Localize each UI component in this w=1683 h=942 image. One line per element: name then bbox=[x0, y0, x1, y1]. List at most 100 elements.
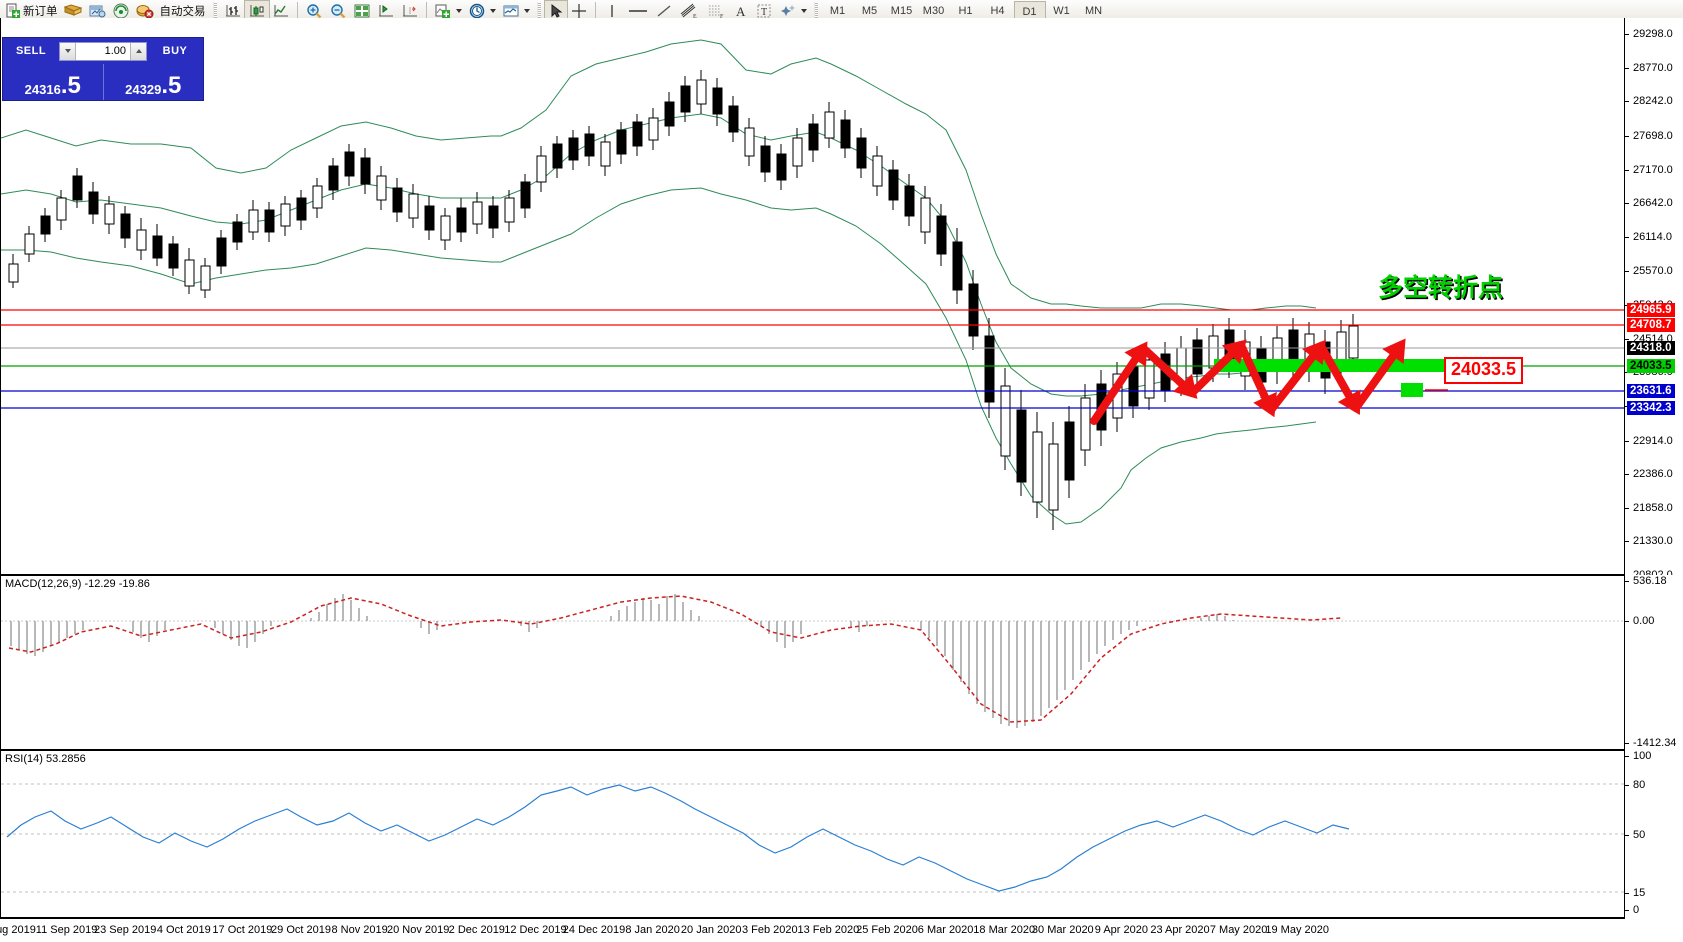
alert-button[interactable] bbox=[133, 1, 157, 21]
price-level-badge[interactable]: 23342.3 bbox=[1627, 401, 1675, 415]
shift-button[interactable] bbox=[374, 1, 398, 21]
text-button[interactable]: A bbox=[730, 1, 752, 21]
template-button[interactable] bbox=[85, 1, 109, 21]
price-level-badge[interactable]: 24318.0 bbox=[1627, 341, 1675, 355]
hline-button[interactable] bbox=[624, 1, 652, 21]
svg-text:T: T bbox=[761, 7, 767, 18]
timeframe-h4[interactable]: H4 bbox=[990, 4, 1005, 17]
price-level-badge[interactable]: 24708.7 bbox=[1627, 318, 1675, 332]
new-order-label: 新订单 bbox=[23, 5, 58, 18]
rsi-tick: 50 bbox=[1625, 829, 1645, 841]
equidistant-channel-button[interactable]: E bbox=[676, 1, 704, 21]
candlestick-button[interactable] bbox=[243, 0, 270, 22]
zoom-out-button[interactable] bbox=[326, 1, 350, 21]
oct-top-row: SELL 1.00 BUY bbox=[3, 38, 203, 64]
time-axis-label: 29 Oct 2019 bbox=[271, 924, 331, 936]
timeframe-h1[interactable]: H1 bbox=[958, 4, 973, 17]
chevron-down-icon bbox=[64, 49, 71, 53]
timeframe-m30[interactable]: M30 bbox=[922, 4, 945, 17]
volume-input[interactable]: 1.00 bbox=[104, 45, 126, 57]
line-chart-icon bbox=[273, 4, 288, 16]
time-axis-label: 8 Nov 2019 bbox=[331, 924, 388, 936]
price-level-badge[interactable]: 24965.9 bbox=[1627, 303, 1675, 317]
price-scale-rsi[interactable]: 100 80 50 15 0 bbox=[1625, 750, 1683, 918]
price-chart-pane[interactable] bbox=[0, 18, 1625, 575]
volume-increment-button[interactable] bbox=[130, 42, 146, 60]
trendline-button[interactable] bbox=[652, 1, 676, 21]
time-axis-label: 25 Feb 2020 bbox=[856, 924, 918, 936]
rsi-pane[interactable]: RSI(14) 53.2856 bbox=[0, 750, 1625, 918]
timeframe-m5[interactable]: M5 bbox=[861, 4, 878, 17]
templates-caret-icon[interactable] bbox=[523, 8, 530, 13]
one-click-trading-panel[interactable]: SELL 1.00 BUY 24316 .5 24329 .5 bbox=[2, 37, 204, 101]
timeframe-mn[interactable]: MN bbox=[1084, 4, 1103, 17]
fibonacci-button[interactable]: F bbox=[704, 1, 730, 21]
timeframe-m1[interactable]: M1 bbox=[829, 4, 846, 17]
toolbar-grip[interactable] bbox=[212, 1, 217, 20]
macd-pane[interactable]: MACD(12,26,9) -12.29 -19.86 bbox=[0, 575, 1625, 750]
time-axis-label: 13 Feb 2020 bbox=[797, 924, 860, 936]
indicators-button[interactable] bbox=[431, 1, 465, 21]
price-scale-main[interactable]: 29298.0 28770.0 28242.0 27698.0 27170.0 26642… bbox=[1625, 18, 1683, 581]
price-level-badge[interactable]: 23631.6 bbox=[1627, 384, 1675, 398]
network-button[interactable] bbox=[109, 1, 133, 21]
volume-stepper[interactable]: 1.00 bbox=[59, 41, 147, 61]
hline-icon bbox=[628, 9, 647, 12]
trendline-icon bbox=[657, 4, 670, 17]
rsi-line bbox=[6, 784, 1350, 892]
cursor-button[interactable] bbox=[543, 0, 568, 22]
price-tick: 21858.0 bbox=[1625, 502, 1673, 514]
sell-button[interactable]: SELL bbox=[15, 45, 47, 57]
volume-decrement-button[interactable] bbox=[60, 42, 76, 60]
rsi-label: RSI(14) 53.2856 bbox=[5, 753, 86, 765]
new-order-button[interactable]: 新订单 bbox=[2, 1, 61, 21]
label-button[interactable]: T bbox=[752, 1, 776, 21]
timeframe-d1[interactable]: D1 bbox=[1013, 0, 1046, 21]
time-axis-label: 18 Mar 2020 bbox=[973, 924, 1036, 936]
chevron-up-icon bbox=[135, 49, 142, 53]
price-tick: 26642.0 bbox=[1625, 197, 1673, 209]
macd-tick: 0.00 bbox=[1625, 615, 1654, 627]
templates-icon bbox=[503, 5, 518, 16]
sell-price[interactable]: 24316 .5 bbox=[3, 64, 103, 100]
candlestick-series bbox=[8, 70, 1359, 530]
toolbar-grip-2[interactable] bbox=[536, 1, 541, 20]
rsi-tick: 80 bbox=[1625, 779, 1645, 791]
folder-button[interactable] bbox=[61, 1, 85, 21]
crosshair-button[interactable] bbox=[567, 1, 591, 21]
buy-button[interactable]: BUY bbox=[162, 45, 188, 57]
timeframe-w1[interactable]: W1 bbox=[1053, 4, 1070, 17]
bar-chart-button[interactable] bbox=[221, 1, 245, 21]
rsi-tick: 0 bbox=[1625, 904, 1639, 916]
objects-button[interactable] bbox=[776, 1, 810, 21]
toolbar-grip-3[interactable] bbox=[813, 1, 818, 20]
rsi-tick: 15 bbox=[1625, 887, 1645, 899]
price-scale-macd[interactable]: 536.18 0.00 -1412.34 bbox=[1625, 575, 1683, 750]
time-axis-label: 19 May 2020 bbox=[1265, 924, 1329, 936]
autotrade-button[interactable]: 自动交易 bbox=[157, 1, 209, 21]
grid-button[interactable] bbox=[350, 1, 374, 21]
line-chart-button[interactable] bbox=[269, 1, 293, 21]
buy-price[interactable]: 24329 .5 bbox=[104, 64, 204, 100]
objects-caret-icon[interactable] bbox=[800, 8, 807, 13]
period-button[interactable] bbox=[465, 1, 499, 21]
autoscroll-button[interactable] bbox=[398, 1, 422, 21]
indicators-caret-icon[interactable] bbox=[455, 8, 462, 13]
period-icon bbox=[469, 3, 484, 18]
oct-price-row: 24316 .5 24329 .5 bbox=[3, 64, 203, 100]
buy-price-decimal: .5 bbox=[161, 72, 182, 99]
price-level-badge[interactable]: 24033.5 bbox=[1627, 359, 1675, 373]
templates-button[interactable] bbox=[499, 1, 533, 21]
time-axis-label: 2 Dec 2019 bbox=[448, 924, 505, 936]
time-axis-label: 17 Oct 2019 bbox=[212, 924, 273, 936]
candlestick-icon bbox=[249, 4, 264, 16]
zoom-in-button[interactable] bbox=[302, 1, 326, 21]
time-axis-label: 24 Dec 2019 bbox=[562, 924, 626, 936]
timeframe-m15[interactable]: M15 bbox=[890, 4, 913, 17]
macd-label: MACD(12,26,9) -12.29 -19.86 bbox=[5, 578, 150, 590]
time-axis-label: 20 Nov 2019 bbox=[386, 924, 450, 936]
vline-button[interactable] bbox=[600, 1, 624, 21]
bollinger-lower-band bbox=[1, 187, 1317, 525]
period-caret-icon[interactable] bbox=[489, 8, 496, 13]
